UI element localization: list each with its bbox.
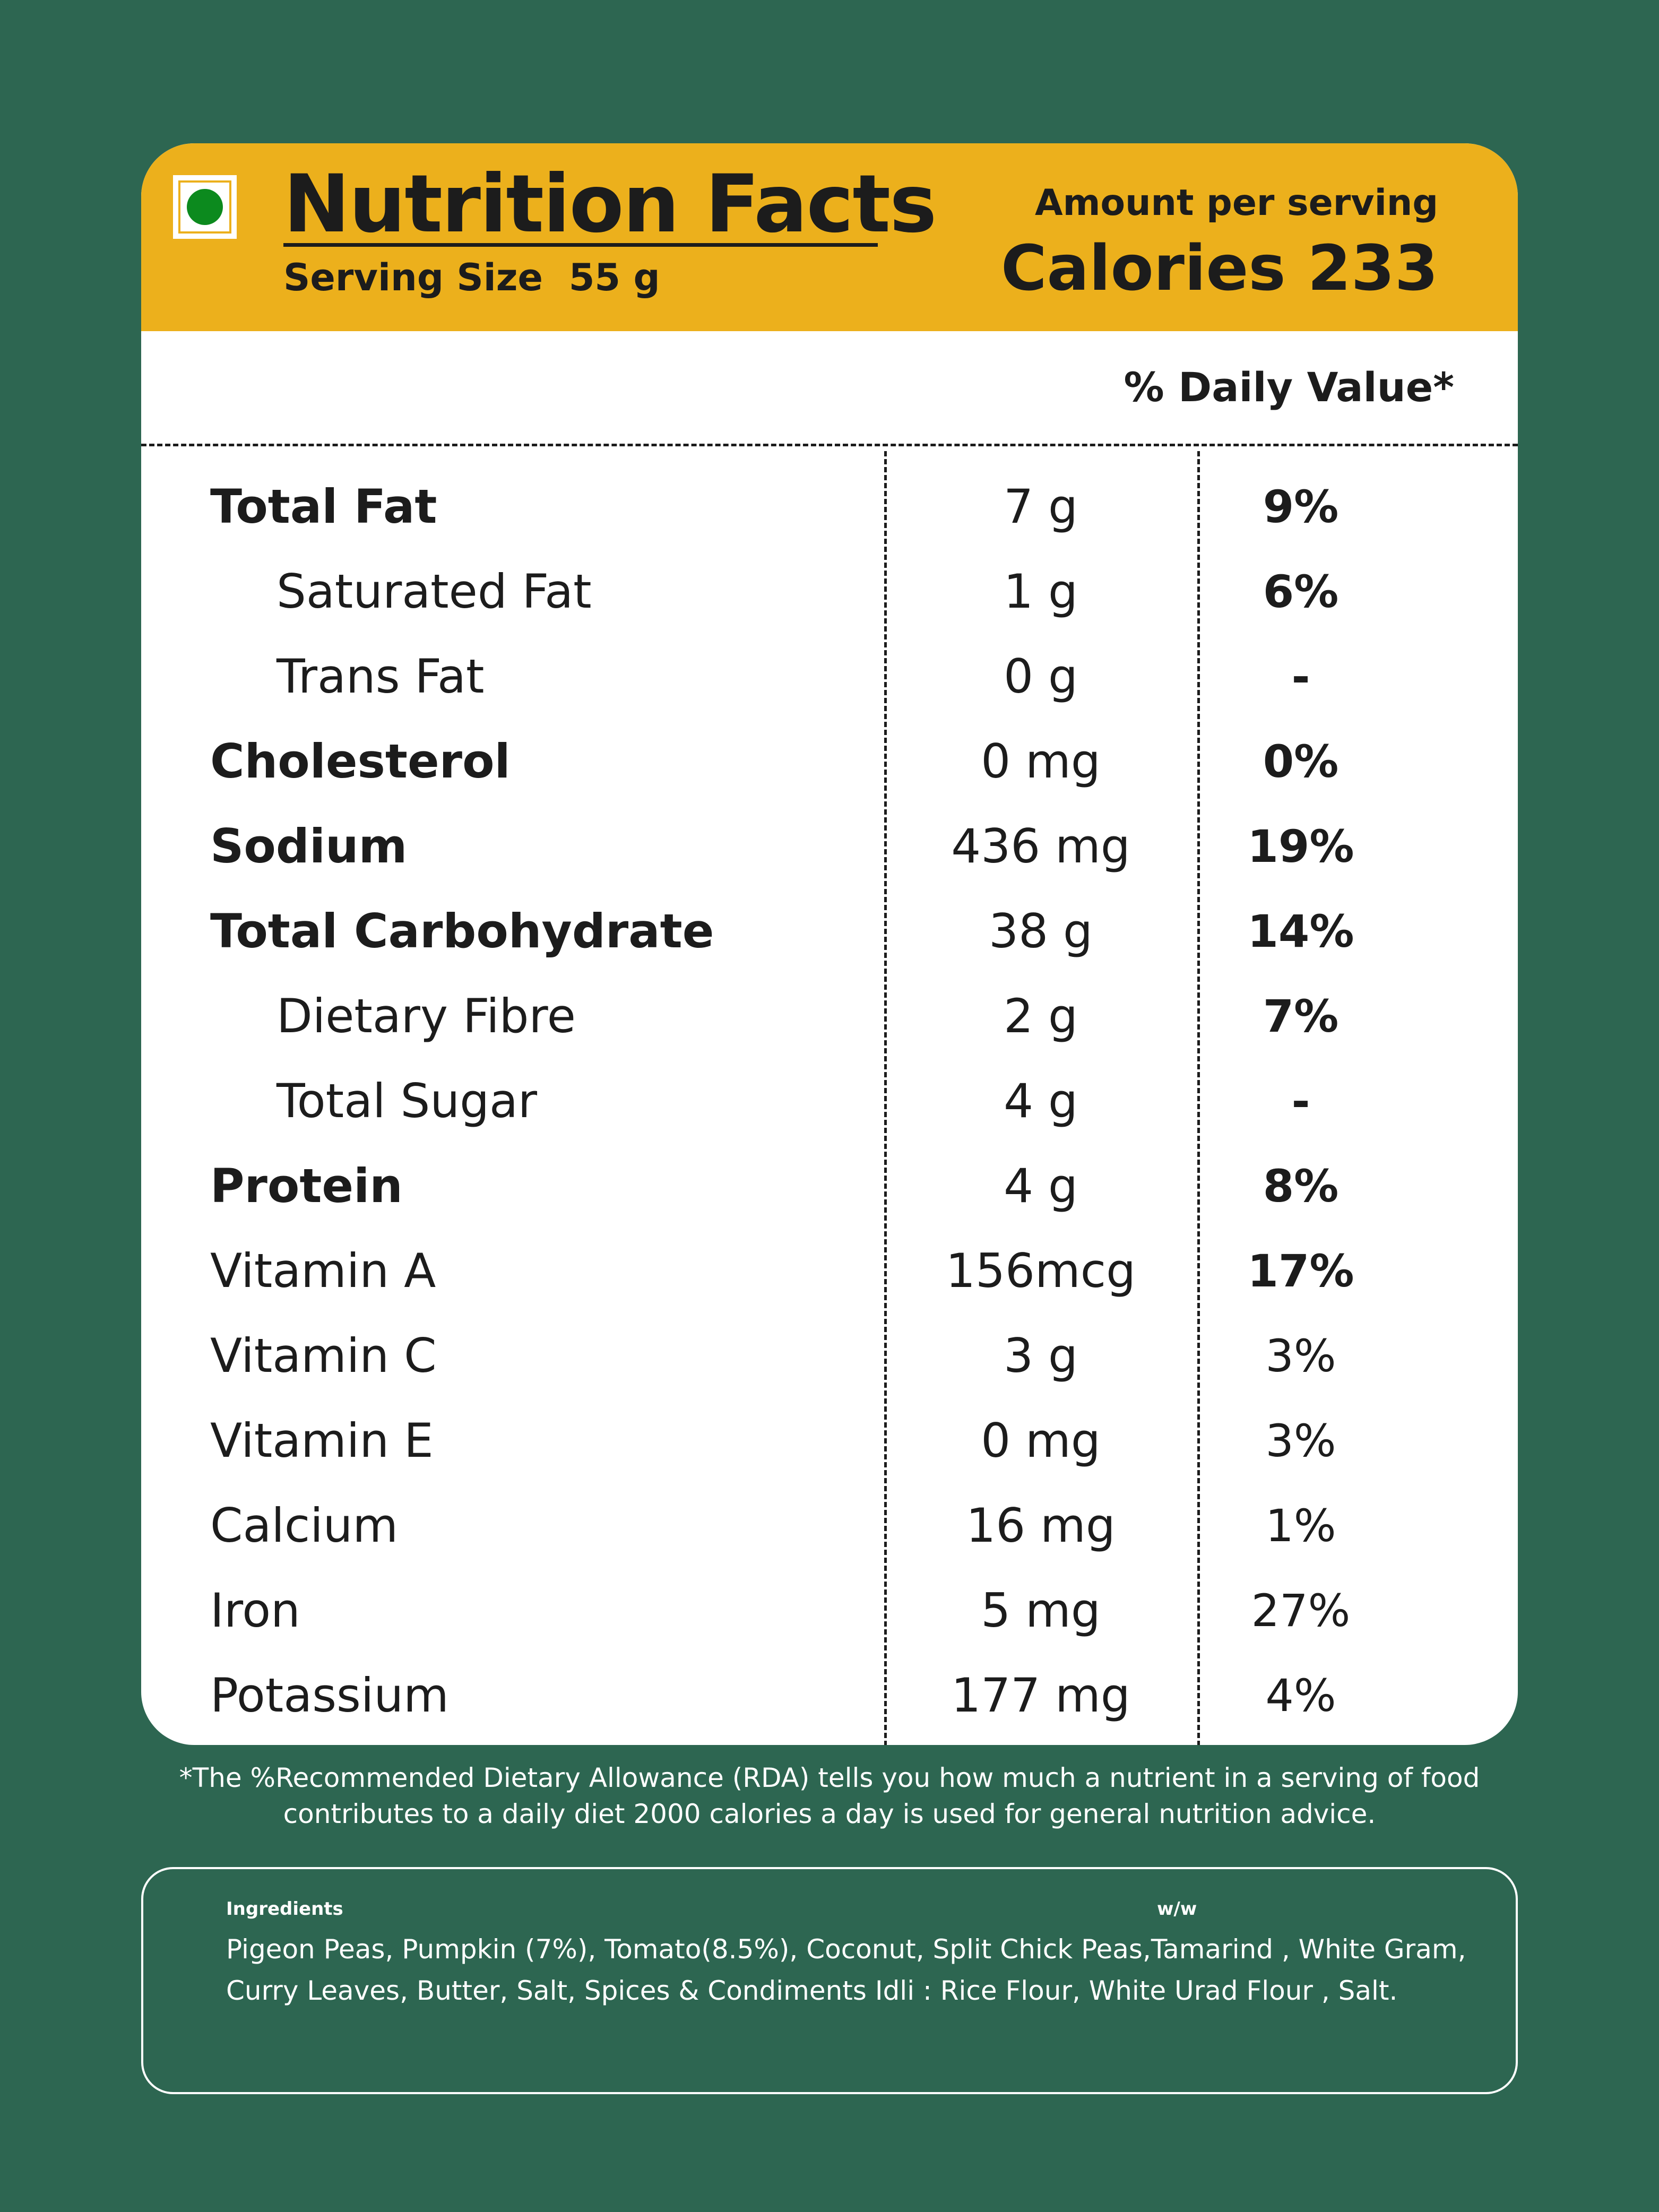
nutrient-amount: 3 g	[1004, 1328, 1078, 1383]
nutrient-daily-value: 3%	[1265, 1330, 1336, 1382]
title-underline	[283, 243, 878, 247]
nutrition-facts-panel: Nutrition Facts Serving Size 55 g Amount…	[141, 143, 1518, 1745]
ingredients-box: Ingredients w/w Pigeon Peas, Pumpkin (7%…	[141, 1867, 1518, 2094]
table-row: Cholesterol 0 mg 0%	[141, 719, 1518, 804]
nutrient-daily-value: 27%	[1251, 1585, 1351, 1637]
nutrient-daily-value: 17%	[1247, 1245, 1354, 1297]
page-title: Nutrition Facts	[283, 158, 937, 250]
table-row: Trans Fat 0 g -	[141, 634, 1518, 719]
nutrient-daily-value: 14%	[1247, 905, 1354, 957]
nutrient-table: Total Fat 7 g 9% Saturated Fat 1 g 6% Tr…	[141, 464, 1518, 1738]
table-row: Saturated Fat 1 g 6%	[141, 549, 1518, 634]
column-divider-dv	[1197, 451, 1200, 1745]
veg-mark-icon	[173, 175, 237, 239]
table-row: Vitamin C 3 g 3%	[141, 1314, 1518, 1398]
nutrient-name: Sodium	[210, 819, 408, 874]
nutrition-header: Nutrition Facts Serving Size 55 g Amount…	[141, 143, 1518, 331]
nutrient-daily-value: 1%	[1265, 1500, 1336, 1552]
table-divider	[141, 444, 1518, 446]
nutrient-amount: 1 g	[1004, 564, 1078, 619]
nutrient-amount: 16 mg	[966, 1498, 1116, 1553]
nutrient-name: Calcium	[210, 1498, 399, 1553]
nutrient-name: Total Carbohydrate	[210, 904, 714, 958]
ingredients-title: Ingredients	[226, 1898, 343, 1920]
nutrient-daily-value: 3%	[1265, 1415, 1336, 1467]
nutrient-amount: 177 mg	[951, 1668, 1130, 1723]
nutrient-name: Iron	[210, 1583, 300, 1638]
nutrient-name: Potassium	[210, 1668, 449, 1723]
nutrient-amount: 4 g	[1004, 1159, 1078, 1213]
nutrient-amount: 4 g	[1004, 1074, 1078, 1128]
table-row: Protein 4 g 8%	[141, 1144, 1518, 1229]
table-row: Total Sugar 4 g -	[141, 1059, 1518, 1144]
daily-value-header: % Daily Value*	[1124, 364, 1454, 411]
rda-footnote: *The %Recommended Dietary Allowance (RDA…	[141, 1760, 1518, 1832]
nutrient-daily-value: 19%	[1247, 820, 1354, 872]
nutrient-daily-value: 4%	[1265, 1670, 1336, 1722]
nutrient-daily-value: -	[1291, 651, 1310, 703]
nutrient-amount: 0 g	[1004, 649, 1078, 704]
table-row: Potassium 177 mg 4%	[141, 1653, 1518, 1738]
amount-per-serving-label: Amount per serving	[1034, 182, 1438, 224]
nutrient-name: Protein	[210, 1159, 403, 1213]
nutrient-amount: 436 mg	[951, 819, 1130, 874]
table-row: Vitamin A 156mcg 17%	[141, 1229, 1518, 1314]
column-divider-amount	[884, 451, 887, 1745]
nutrient-amount: 0 mg	[981, 1413, 1101, 1468]
nutrient-amount: 0 mg	[981, 734, 1101, 789]
footnote-line-2: contributes to a daily diet 2000 calorie…	[283, 1799, 1376, 1829]
nutrient-amount: 7 g	[1004, 479, 1078, 534]
nutrient-name: Vitamin C	[210, 1328, 437, 1383]
nutrient-daily-value: -	[1291, 1075, 1310, 1127]
serving-size: Serving Size 55 g	[283, 256, 660, 299]
ingredients-list: Pigeon Peas, Pumpkin (7%), Tomato(8.5%),…	[226, 1934, 1466, 2006]
nutrient-name: Saturated Fat	[276, 564, 592, 619]
table-row: Calcium 16 mg 1%	[141, 1483, 1518, 1568]
table-row: Vitamin E 0 mg 3%	[141, 1398, 1518, 1483]
nutrient-amount: 5 mg	[981, 1583, 1101, 1638]
nutrient-daily-value: 7%	[1263, 990, 1339, 1042]
nutrient-name: Vitamin A	[210, 1243, 436, 1298]
nutrient-name: Total Fat	[210, 479, 437, 534]
calories-value: Calories 233	[1000, 231, 1438, 305]
nutrient-amount: 156mcg	[946, 1243, 1136, 1298]
table-row: Sodium 436 mg 19%	[141, 804, 1518, 889]
ingredients-ww-label: w/w	[1157, 1898, 1197, 1920]
nutrient-daily-value: 0%	[1263, 736, 1339, 788]
table-row: Iron 5 mg 27%	[141, 1568, 1518, 1653]
nutrient-name: Total Sugar	[276, 1074, 538, 1128]
nutrient-name: Dietary Fibre	[276, 989, 576, 1043]
nutrient-name: Vitamin E	[210, 1413, 434, 1468]
nutrient-daily-value: 6%	[1263, 566, 1339, 618]
nutrient-name: Trans Fat	[276, 649, 485, 704]
nutrient-daily-value: 8%	[1263, 1160, 1339, 1212]
footnote-line-1: *The %Recommended Dietary Allowance (RDA…	[179, 1762, 1480, 1793]
nutrient-name: Cholesterol	[210, 734, 511, 789]
nutrient-daily-value: 9%	[1263, 481, 1339, 533]
table-row: Total Carbohydrate 38 g 14%	[141, 889, 1518, 974]
table-row: Dietary Fibre 2 g 7%	[141, 974, 1518, 1059]
nutrient-amount: 38 g	[989, 904, 1093, 958]
table-row: Total Fat 7 g 9%	[141, 464, 1518, 549]
nutrient-amount: 2 g	[1004, 989, 1078, 1043]
